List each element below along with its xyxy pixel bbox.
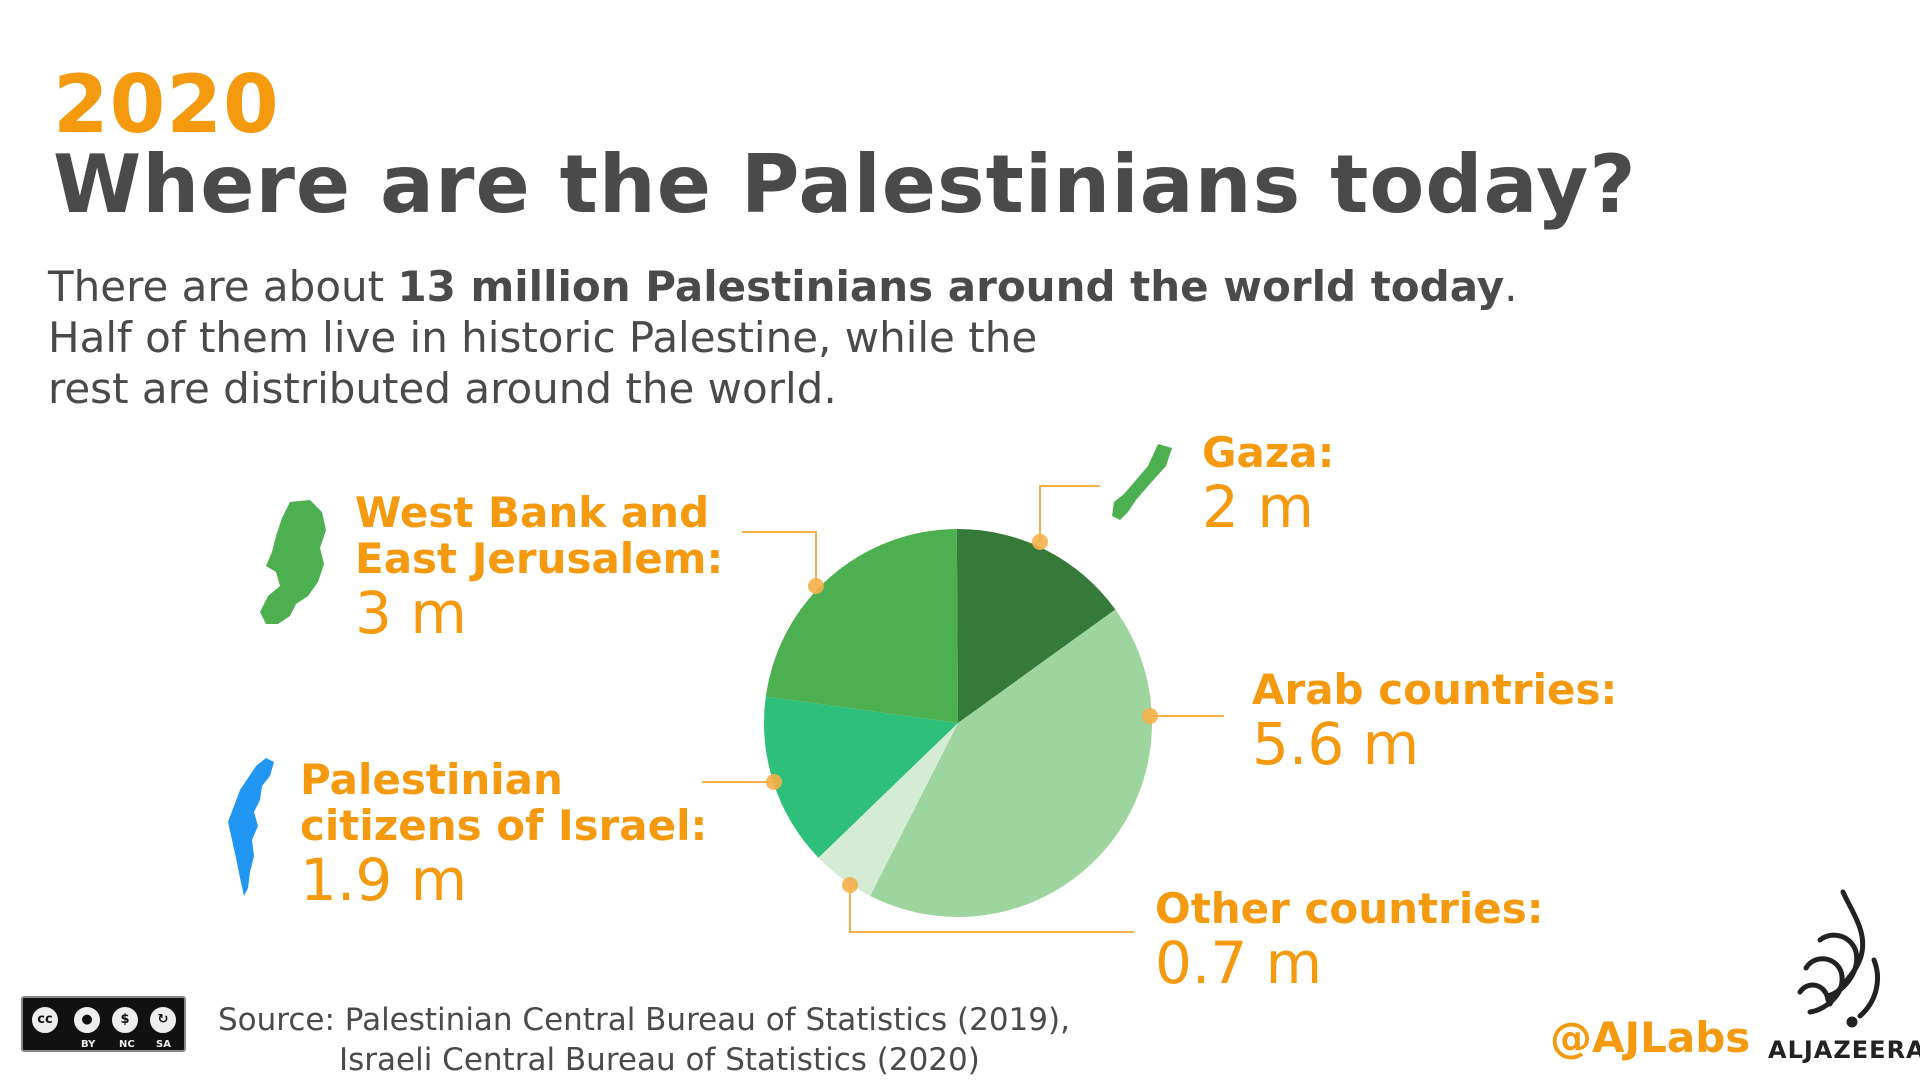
- cc-icon: cc: [29, 1004, 61, 1036]
- west-bank-map-icon: [260, 500, 326, 624]
- label-israel-name-2: citizens of Israel:: [300, 801, 708, 850]
- pie-slice-gaza: [956, 528, 1116, 723]
- leader-dot-arab: [1142, 708, 1158, 724]
- leader-dot-westbank: [808, 578, 824, 594]
- label-israel-value: 1.9 m: [300, 846, 468, 914]
- label-other-value: 0.7 m: [1155, 929, 1323, 997]
- leader-dot-israel: [766, 774, 782, 790]
- nc-icon: $: [109, 1004, 141, 1036]
- intro-line-1-post: .: [1504, 262, 1518, 311]
- label-arab-value: 5.6 m: [1252, 710, 1420, 778]
- source-line-1: Source: Palestinian Central Bureau of St…: [218, 1002, 1070, 1038]
- label-westbank-name-1: West Bank and: [355, 488, 710, 537]
- source-note: Source: Palestinian Central Bureau of St…: [218, 1000, 1070, 1080]
- pie-slices: [763, 528, 1152, 917]
- label-israel: Palestinian citizens of Israel: 1.9 m: [300, 755, 708, 914]
- label-other: Other countries: 0.7 m: [1155, 884, 1544, 997]
- cc-nc-label: NC: [119, 1039, 135, 1050]
- leader-line-westbank: [742, 531, 817, 586]
- aljazeera-wordmark: ALJAZEERA: [1768, 1036, 1920, 1064]
- label-gaza-value: 2 m: [1202, 473, 1314, 541]
- intro-line-1-pre: There are about: [48, 262, 398, 311]
- label-arab: Arab countries: 5.6 m: [1252, 665, 1618, 778]
- sa-icon: ↻: [147, 1004, 179, 1036]
- year-heading: 2020: [53, 58, 280, 151]
- label-westbank: West Bank and East Jerusalem: 3 m: [355, 488, 724, 647]
- intro-line-1: There are about 13 million Palestinians …: [48, 261, 1548, 312]
- leader-lines: [702, 485, 1224, 933]
- pie-slice-other-countries: [818, 723, 958, 896]
- intro-line-2: Half of them live in historic Palestine,…: [48, 313, 1038, 362]
- label-westbank-name-2: East Jerusalem:: [355, 534, 724, 583]
- label-gaza-name: Gaza:: [1202, 428, 1335, 477]
- label-westbank-value: 3 m: [355, 579, 467, 647]
- creative-commons-badge: cc ● $ ↻ BY NC SA: [21, 996, 186, 1052]
- leader-line-gaza: [1039, 485, 1100, 542]
- label-arab-name: Arab countries:: [1252, 665, 1618, 714]
- page-title: Where are the Palestinians today?: [53, 138, 1637, 231]
- pie-slice-palestinian-citizens-of-israel: [763, 696, 958, 858]
- by-icon: ●: [71, 1004, 103, 1036]
- gaza-map-icon: [1112, 444, 1172, 520]
- israel-map-icon: [228, 758, 274, 896]
- leader-line-other: [849, 885, 1134, 933]
- cc-sa-label: SA: [156, 1039, 171, 1050]
- label-other-name: Other countries:: [1155, 884, 1544, 933]
- leader-dot-gaza: [1032, 534, 1048, 550]
- leader-dot-other: [842, 877, 858, 893]
- intro-highlight: 13 million Palestinians around the world…: [397, 262, 1505, 311]
- label-israel-name-1: Palestinian: [300, 755, 563, 804]
- aljazeera-logo-icon: [1797, 889, 1880, 1028]
- ajlabs-handle: @AJLabs: [1550, 1013, 1751, 1062]
- intro-text: There are about 13 million Palestinians …: [48, 261, 1548, 414]
- pie-slice-west-bank-and-east-jerusalem: [765, 529, 958, 723]
- source-line-2: Israeli Central Bureau of Statistics (20…: [339, 1042, 980, 1078]
- cc-by-label: BY: [81, 1039, 96, 1050]
- intro-line-3: rest are distributed around the world.: [48, 364, 837, 413]
- leader-dots: [766, 534, 1158, 893]
- pie-slice-arab-countries: [870, 609, 1152, 917]
- label-gaza: Gaza: 2 m: [1202, 428, 1335, 541]
